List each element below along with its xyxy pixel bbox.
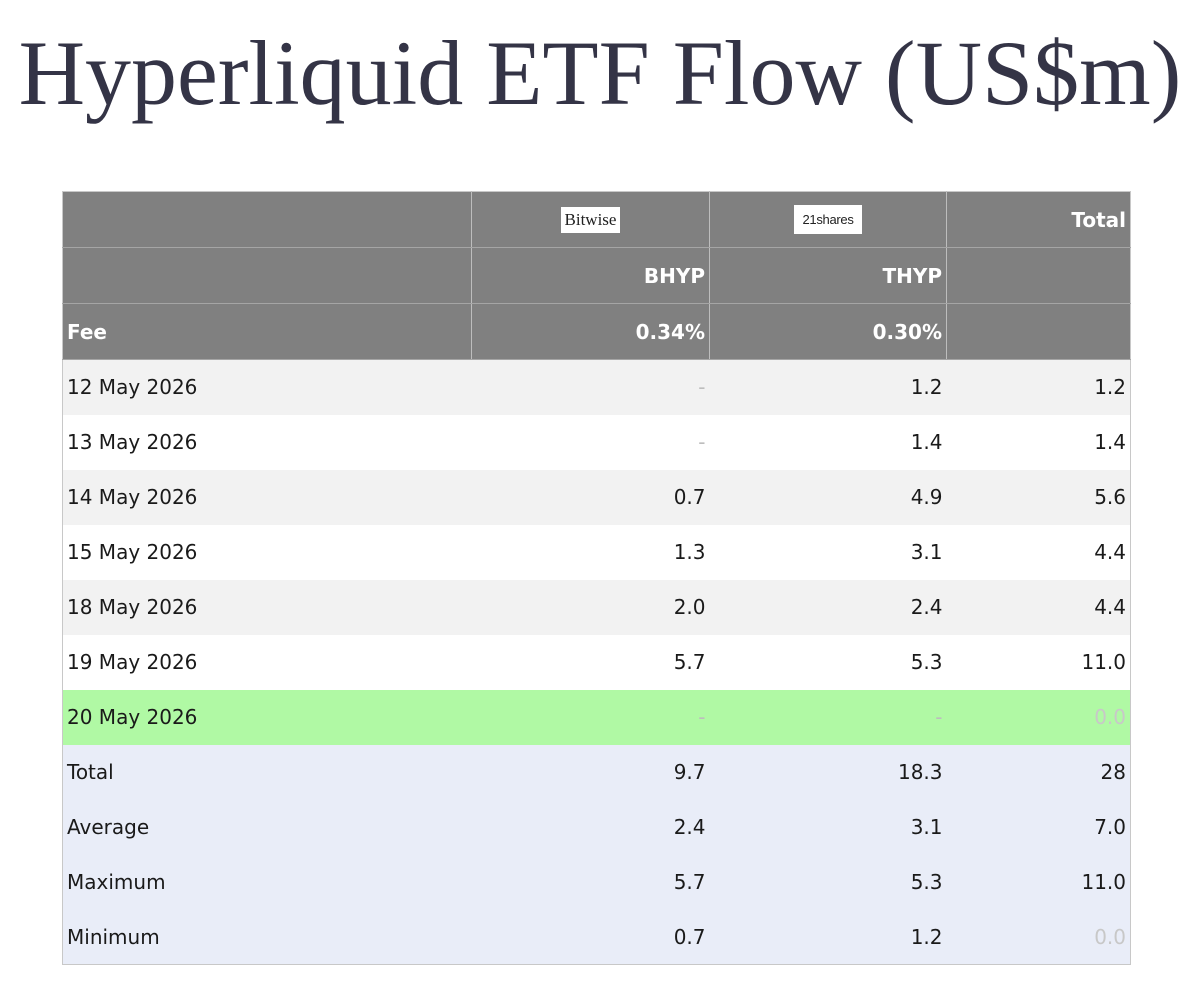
- table-row: 18 May 2026 2.0 2.4 4.4: [62, 579, 1131, 635]
- fee-bhyp: 0.34%: [471, 303, 710, 360]
- thyp-cell: -: [709, 689, 947, 745]
- bhyp-cell: 0.7: [471, 909, 710, 965]
- total-cell: 28: [946, 744, 1131, 800]
- bhyp-cell: -: [471, 414, 710, 470]
- total-cell: 1.4: [946, 414, 1131, 470]
- bhyp-cell: 0.7: [471, 469, 710, 525]
- fee-label: Fee: [62, 303, 472, 360]
- total-cell: 1.2: [946, 359, 1131, 415]
- date-cell: 15 May 2026: [62, 524, 472, 580]
- table-row: 15 May 2026 1.3 3.1 4.4: [62, 524, 1131, 580]
- table-row: 13 May 2026 - 1.4 1.4: [62, 414, 1131, 470]
- thyp-cell: 1.4: [709, 414, 947, 470]
- thyp-cell: 5.3: [709, 634, 947, 690]
- bhyp-cell: 5.7: [471, 634, 710, 690]
- bhyp-cell: 1.3: [471, 524, 710, 580]
- summary-row-total: Total 9.7 18.3 28: [62, 744, 1131, 800]
- ticker-header-row: BHYP THYP: [62, 247, 1131, 304]
- summary-label: Maximum: [62, 854, 472, 910]
- ticker-bhyp: BHYP: [471, 247, 710, 304]
- highlighted-table-row: 20 May 2026 - - 0.0: [62, 689, 1131, 745]
- thyp-cell: 5.3: [709, 854, 947, 910]
- bhyp-cell: 5.7: [471, 854, 710, 910]
- bhyp-cell: 2.4: [471, 799, 710, 855]
- fee-thyp: 0.30%: [709, 303, 947, 360]
- header-empty-cell: [946, 247, 1131, 304]
- thyp-cell: 3.1: [709, 799, 947, 855]
- bhyp-cell: 9.7: [471, 744, 710, 800]
- summary-label: Minimum: [62, 909, 472, 965]
- thyp-cell: 4.9: [709, 469, 947, 525]
- date-cell: 18 May 2026: [62, 579, 472, 635]
- header-empty-cell: [946, 303, 1131, 360]
- bhyp-cell: 2.0: [471, 579, 710, 635]
- etf-flow-table: Bitwise 21shares Total BHYP THYP Fee 0.3…: [62, 191, 1131, 965]
- thyp-cell: 1.2: [709, 359, 947, 415]
- bitwise-logo-cell: Bitwise: [471, 191, 710, 248]
- ticker-thyp: THYP: [709, 247, 947, 304]
- total-cell: 7.0: [946, 799, 1131, 855]
- total-column-header: Total: [946, 191, 1131, 248]
- summary-label: Average: [62, 799, 472, 855]
- date-cell: 13 May 2026: [62, 414, 472, 470]
- 21shares-logo-cell: 21shares: [709, 191, 947, 248]
- header-empty-cell: [62, 247, 472, 304]
- bhyp-cell: -: [471, 359, 710, 415]
- table-row: 12 May 2026 - 1.2 1.2: [62, 359, 1131, 415]
- summary-row-maximum: Maximum 5.7 5.3 11.0: [62, 854, 1131, 910]
- thyp-cell: 3.1: [709, 524, 947, 580]
- total-cell: 0.0: [946, 909, 1131, 965]
- thyp-cell: 1.2: [709, 909, 947, 965]
- 21shares-logo: 21shares: [794, 205, 862, 234]
- table-row: 14 May 2026 0.7 4.9 5.6: [62, 469, 1131, 525]
- issuer-header-row: Bitwise 21shares Total: [62, 191, 1131, 248]
- thyp-cell: 2.4: [709, 579, 947, 635]
- total-cell: 0.0: [946, 689, 1131, 745]
- bhyp-cell: -: [471, 689, 710, 745]
- table-row: 19 May 2026 5.7 5.3 11.0: [62, 634, 1131, 690]
- bitwise-logo: Bitwise: [560, 206, 621, 233]
- date-cell: 19 May 2026: [62, 634, 472, 690]
- summary-row-average: Average 2.4 3.1 7.0: [62, 799, 1131, 855]
- header-empty-cell: [62, 191, 472, 248]
- date-cell: 12 May 2026: [62, 359, 472, 415]
- date-cell: 20 May 2026: [62, 689, 472, 745]
- summary-label: Total: [62, 744, 472, 800]
- total-cell: 11.0: [946, 854, 1131, 910]
- thyp-cell: 18.3: [709, 744, 947, 800]
- page-title: Hyperliquid ETF Flow (US$m): [18, 22, 1182, 124]
- summary-row-minimum: Minimum 0.7 1.2 0.0: [62, 909, 1131, 965]
- date-cell: 14 May 2026: [62, 469, 472, 525]
- total-cell: 11.0: [946, 634, 1131, 690]
- total-cell: 4.4: [946, 579, 1131, 635]
- fee-row: Fee 0.34% 0.30%: [62, 303, 1131, 360]
- total-cell: 4.4: [946, 524, 1131, 580]
- total-cell: 5.6: [946, 469, 1131, 525]
